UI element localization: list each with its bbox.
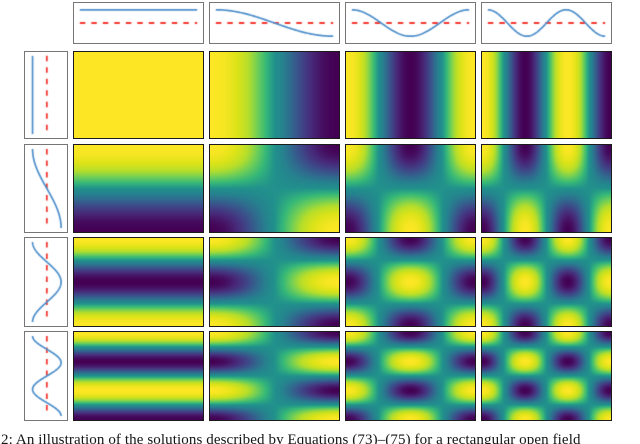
heatmap-m2-n0 — [73, 237, 204, 327]
y-mode-curve-0 — [25, 52, 67, 138]
y-mode-curve-1 — [25, 145, 67, 232]
figure-caption: 2: An illustration of the solutions desc… — [1, 432, 581, 444]
x-mode-curve-0 — [74, 3, 203, 43]
heatmap-canvas-m3-n1 — [210, 332, 339, 420]
heatmap-canvas-m3-n0 — [74, 332, 203, 420]
y-mode-curve-2 — [25, 238, 67, 326]
heatmap-m0-n3 — [481, 51, 612, 139]
heatmap-m3-n3 — [481, 331, 612, 421]
heatmap-m3-n0 — [73, 331, 204, 421]
heatmap-canvas-m2-n1 — [210, 238, 339, 326]
heatmap-m0-n0 — [73, 51, 204, 139]
heatmap-canvas-m1-n2 — [346, 145, 475, 232]
heatmap-m2-n1 — [209, 237, 340, 327]
heatmap-m2-n3 — [481, 237, 612, 327]
heatmap-canvas-m1-n1 — [210, 145, 339, 232]
heatmap-canvas-m0-n3 — [482, 52, 611, 138]
x-mode-curve-3 — [482, 3, 611, 43]
x-mode-panel-0 — [73, 2, 204, 44]
heatmap-canvas-m0-n0 — [74, 52, 203, 138]
heatmap-m1-n2 — [345, 144, 476, 233]
heatmap-m1-n3 — [481, 144, 612, 233]
heatmap-canvas-m2-n0 — [74, 238, 203, 326]
heatmap-canvas-m2-n2 — [346, 238, 475, 326]
heatmap-canvas-m0-n2 — [346, 52, 475, 138]
y-mode-curve-3 — [25, 332, 67, 420]
x-mode-panel-2 — [345, 2, 476, 44]
x-mode-curve-1 — [210, 3, 339, 43]
x-mode-panel-1 — [209, 2, 340, 44]
y-mode-panel-2 — [24, 237, 68, 327]
heatmap-m0-n2 — [345, 51, 476, 139]
x-mode-panel-3 — [481, 2, 612, 44]
heatmap-canvas-m1-n3 — [482, 145, 611, 232]
x-mode-curve-2 — [346, 3, 475, 43]
heatmap-m1-n0 — [73, 144, 204, 233]
heatmap-canvas-m1-n0 — [74, 145, 203, 232]
heatmap-m1-n1 — [209, 144, 340, 233]
heatmap-canvas-m3-n3 — [482, 332, 611, 420]
heatmap-canvas-m3-n2 — [346, 332, 475, 420]
y-mode-panel-0 — [24, 51, 68, 139]
y-mode-panel-1 — [24, 144, 68, 233]
heatmap-canvas-m0-n1 — [210, 52, 339, 138]
heatmap-m3-n1 — [209, 331, 340, 421]
heatmap-canvas-m2-n3 — [482, 238, 611, 326]
heatmap-m2-n2 — [345, 237, 476, 327]
y-mode-panel-3 — [24, 331, 68, 421]
heatmap-m0-n1 — [209, 51, 340, 139]
heatmap-m3-n2 — [345, 331, 476, 421]
